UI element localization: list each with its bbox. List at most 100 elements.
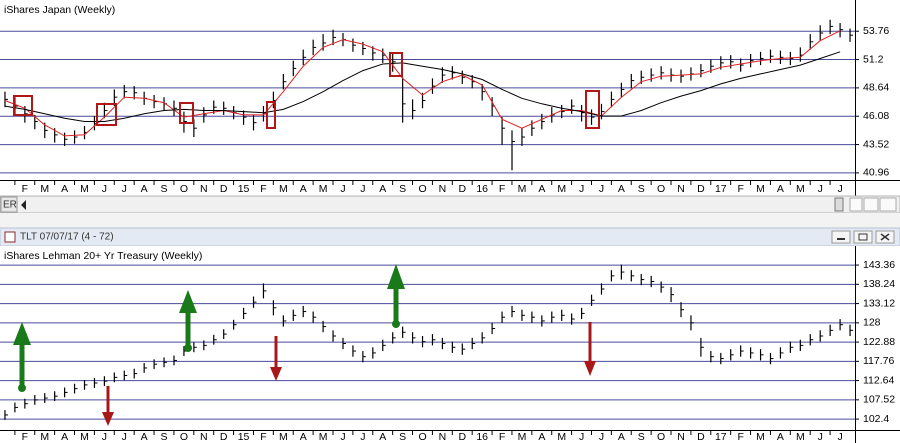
x-tick-label: M (319, 431, 328, 443)
scrollbar[interactable] (0, 195, 900, 214)
x-tick-label: J (599, 431, 604, 443)
scroll-label-box (0, 196, 18, 213)
x-tick-label: D (458, 431, 466, 443)
x-tick-label: A (141, 183, 148, 195)
x-tick-label: J (818, 431, 823, 443)
x-tick-label: M (279, 183, 288, 195)
up-arrows (13, 264, 405, 392)
x-tick-label: O (180, 431, 188, 443)
y-tick-label: 143.36 (863, 259, 895, 271)
y-tick-label: 102.4 (863, 413, 889, 425)
x-tick-label: A (61, 431, 68, 443)
scroll-button[interactable] (879, 197, 897, 212)
down-arrows (102, 322, 596, 426)
x-tick-label: A (538, 183, 545, 195)
y-tick-label: 133.12 (863, 297, 895, 309)
x-tick-label: J (360, 431, 365, 443)
x-tick-label: 15 (238, 431, 250, 443)
x-tick-label: J (340, 183, 345, 195)
top-panel (0, 0, 900, 196)
x-tick-label: F (22, 183, 28, 195)
x-tick-label: J (818, 183, 823, 195)
arrow-head (387, 264, 405, 289)
x-tick-label: A (538, 431, 545, 443)
x-tick-label: J (122, 183, 127, 195)
arrow-head (102, 412, 114, 426)
y-tick-label: 122.88 (863, 336, 895, 348)
y-tick-label: 43.52 (863, 138, 889, 150)
x-tick-label: F (260, 183, 266, 195)
x-tick-label: O (418, 183, 426, 195)
y-tick-label: 138.24 (863, 278, 895, 290)
x-tick-label: J (102, 431, 107, 443)
x-tick-label: A (618, 431, 625, 443)
x-tick-label: 16 (476, 431, 488, 443)
x-tick-label: N (439, 431, 447, 443)
highlight-box (13, 95, 33, 116)
highlight-box (96, 103, 117, 126)
maximize-button[interactable] (853, 230, 873, 244)
x-tick-label: F (737, 183, 743, 195)
x-tick-label: A (300, 431, 307, 443)
x-tick-label: J (340, 431, 345, 443)
x-tick-label: M (756, 183, 765, 195)
x-tick-label: M (518, 183, 527, 195)
x-tick-label: 15 (238, 183, 250, 195)
x-tick-label: J (579, 431, 584, 443)
y-tick-label: 112.64 (863, 374, 894, 386)
x-tick-label: A (618, 183, 625, 195)
x-tick-label: O (418, 431, 426, 443)
x-tick-label: S (399, 183, 406, 195)
highlight-box (389, 52, 403, 77)
x-tick-label: F (499, 431, 505, 443)
x-tick-label: S (161, 183, 168, 195)
window-titlebar (0, 227, 900, 247)
scroll-left[interactable] (21, 200, 26, 210)
y-tick-label: 128 (863, 317, 881, 329)
x-tick-label: A (379, 431, 386, 443)
x-tick-label: N (439, 183, 447, 195)
x-tick-label: M (756, 431, 765, 443)
x-tick-label: S (161, 431, 168, 443)
x-tick-label: 16 (476, 183, 488, 195)
x-tick-label: A (777, 183, 784, 195)
x-tick-label: J (102, 183, 107, 195)
maximize-glyph (858, 233, 868, 241)
arrow-base (184, 344, 192, 352)
x-tick-label: D (220, 183, 228, 195)
y-tick-label: 117.76 (863, 355, 894, 367)
x-tick-label: S (638, 431, 645, 443)
x-tick-label: M (279, 431, 288, 443)
x-tick-label: M (40, 183, 49, 195)
scroll-label: ER (3, 200, 17, 211)
x-tick-label: J (837, 183, 842, 195)
x-tick-label: J (599, 183, 604, 195)
x-tick-label: M (796, 183, 805, 195)
x-tick-label: M (319, 183, 328, 195)
highlight-box (179, 102, 194, 124)
minimize-button[interactable] (831, 230, 851, 244)
arrow-head (270, 367, 282, 381)
arrow-head (13, 322, 31, 345)
arrow-base (392, 320, 400, 328)
x-tick-label: S (399, 431, 406, 443)
x-tick-label: M (80, 431, 89, 443)
x-tick-label: A (379, 183, 386, 195)
y-tick-label: 53.76 (863, 25, 889, 37)
window-title: TLT 07/07/17 (4 - 72) (20, 232, 114, 243)
x-tick-label: M (796, 431, 805, 443)
scroll-button[interactable] (863, 197, 879, 212)
scroll-button[interactable] (849, 197, 863, 212)
x-tick-label: A (141, 431, 148, 443)
moving-average (4, 30, 841, 137)
y-tick-label: 40.96 (863, 167, 889, 179)
x-tick-label: S (638, 183, 645, 195)
x-tick-label: N (677, 431, 685, 443)
x-tick-label: J (360, 183, 365, 195)
scroll-thumb[interactable] (834, 197, 844, 212)
x-tick-label: 17 (715, 431, 727, 443)
x-tick-label: N (677, 183, 685, 195)
x-tick-label: D (220, 431, 228, 443)
x-tick-label: O (657, 183, 665, 195)
